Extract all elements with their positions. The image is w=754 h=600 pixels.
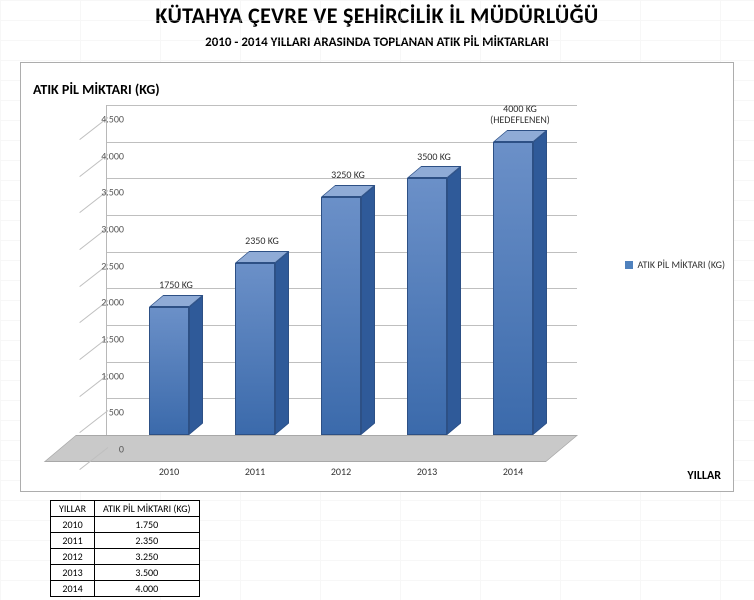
bar-side-face xyxy=(533,130,547,435)
table-cell: 1.750 xyxy=(95,517,200,533)
data-label: 3500 KG xyxy=(389,151,479,163)
data-label: 4000 KG(HEDEFLENEN) xyxy=(475,103,565,126)
bar xyxy=(493,142,533,435)
y-tick-label: 4.500 xyxy=(74,113,124,126)
bar-side-face xyxy=(361,185,375,435)
data-label: 2350 KG xyxy=(217,235,307,247)
y-tick-label: 4.000 xyxy=(74,149,124,162)
legend-swatch xyxy=(625,261,633,269)
page: KÜTAHYA ÇEVRE VE ŞEHİRCİLİK İL MÜDÜRLÜĞÜ… xyxy=(0,0,754,600)
table-col-amount: ATIK PİL MİKTARI (KG) xyxy=(95,501,200,517)
chart-floor xyxy=(76,435,576,460)
bar-front xyxy=(493,142,533,435)
x-tick-label: 2013 xyxy=(397,465,457,478)
bar xyxy=(407,178,447,435)
legend: ATIK PİL MİKTARI (KG) xyxy=(625,258,725,271)
table-cell: 2014 xyxy=(51,581,95,597)
bar xyxy=(149,307,189,435)
bar-side-face xyxy=(275,251,289,435)
table-row: 20133.500 xyxy=(51,565,200,581)
bar-front xyxy=(321,197,361,435)
table-row: 20101.750 xyxy=(51,517,200,533)
y-tick-label: 2.000 xyxy=(74,296,124,309)
plot-area: 0 500 1.000 1.500 2.000 2.500 3.000 3.500 4.000 4… xyxy=(76,105,576,460)
bar-front xyxy=(407,178,447,435)
data-label: 3250 KG xyxy=(303,169,393,181)
table-col-year: YILLAR xyxy=(51,501,95,517)
table-cell: 2010 xyxy=(51,517,95,533)
table-row: 20112.350 xyxy=(51,533,200,549)
table-header-row: YILLAR ATIK PİL MİKTARI (KG) xyxy=(51,501,200,517)
data-table: YILLAR ATIK PİL MİKTARI (KG) 20101.75020… xyxy=(50,500,200,597)
x-tick-label: 2012 xyxy=(311,465,371,478)
chart-container: ATIK PİL MİKTARI (KG) YILLAR 0 500 1.000 1.… xyxy=(20,62,734,492)
page-subtitle: 2010 - 2014 YILLARI ARASINDA TOPLANAN AT… xyxy=(0,35,754,50)
table-row: 20144.000 xyxy=(51,581,200,597)
x-tick-label: 2011 xyxy=(225,465,285,478)
y-tick-label: 2.500 xyxy=(74,259,124,272)
x-axis-title: YILLAR xyxy=(687,469,721,483)
table-cell: 3.500 xyxy=(95,565,200,581)
page-title: KÜTAHYA ÇEVRE VE ŞEHİRCİLİK İL MÜDÜRLÜĞÜ xyxy=(0,0,754,29)
y-tick-label: 0 xyxy=(74,443,124,456)
y-tick-label: 1.500 xyxy=(74,333,124,346)
table-cell: 2013 xyxy=(51,565,95,581)
table-cell: 2.350 xyxy=(95,533,200,549)
table-cell: 2012 xyxy=(51,549,95,565)
table-body: 20101.75020112.35020123.25020133.5002014… xyxy=(51,517,200,597)
y-tick-label: 500 xyxy=(74,406,124,419)
bar-side-face xyxy=(189,295,203,435)
bar-front xyxy=(235,263,275,435)
bar-front xyxy=(149,307,189,435)
y-tick-label: 1.000 xyxy=(74,369,124,382)
y-tick-label: 3.500 xyxy=(74,186,124,199)
x-tick-label: 2010 xyxy=(139,465,199,478)
data-label: 1750 KG xyxy=(131,279,221,291)
legend-label: ATIK PİL MİKTARI (KG) xyxy=(637,258,725,271)
x-tick-label: 2014 xyxy=(483,465,543,478)
table-cell: 2011 xyxy=(51,533,95,549)
table-cell: 4.000 xyxy=(95,581,200,597)
bar xyxy=(321,197,361,435)
bar-side-face xyxy=(447,167,461,435)
bar xyxy=(235,263,275,435)
table-row: 20123.250 xyxy=(51,549,200,565)
y-axis-title: ATIK PİL MİKTARI (KG) xyxy=(33,81,160,98)
table-cell: 3.250 xyxy=(95,549,200,565)
y-tick-label: 3.000 xyxy=(74,223,124,236)
